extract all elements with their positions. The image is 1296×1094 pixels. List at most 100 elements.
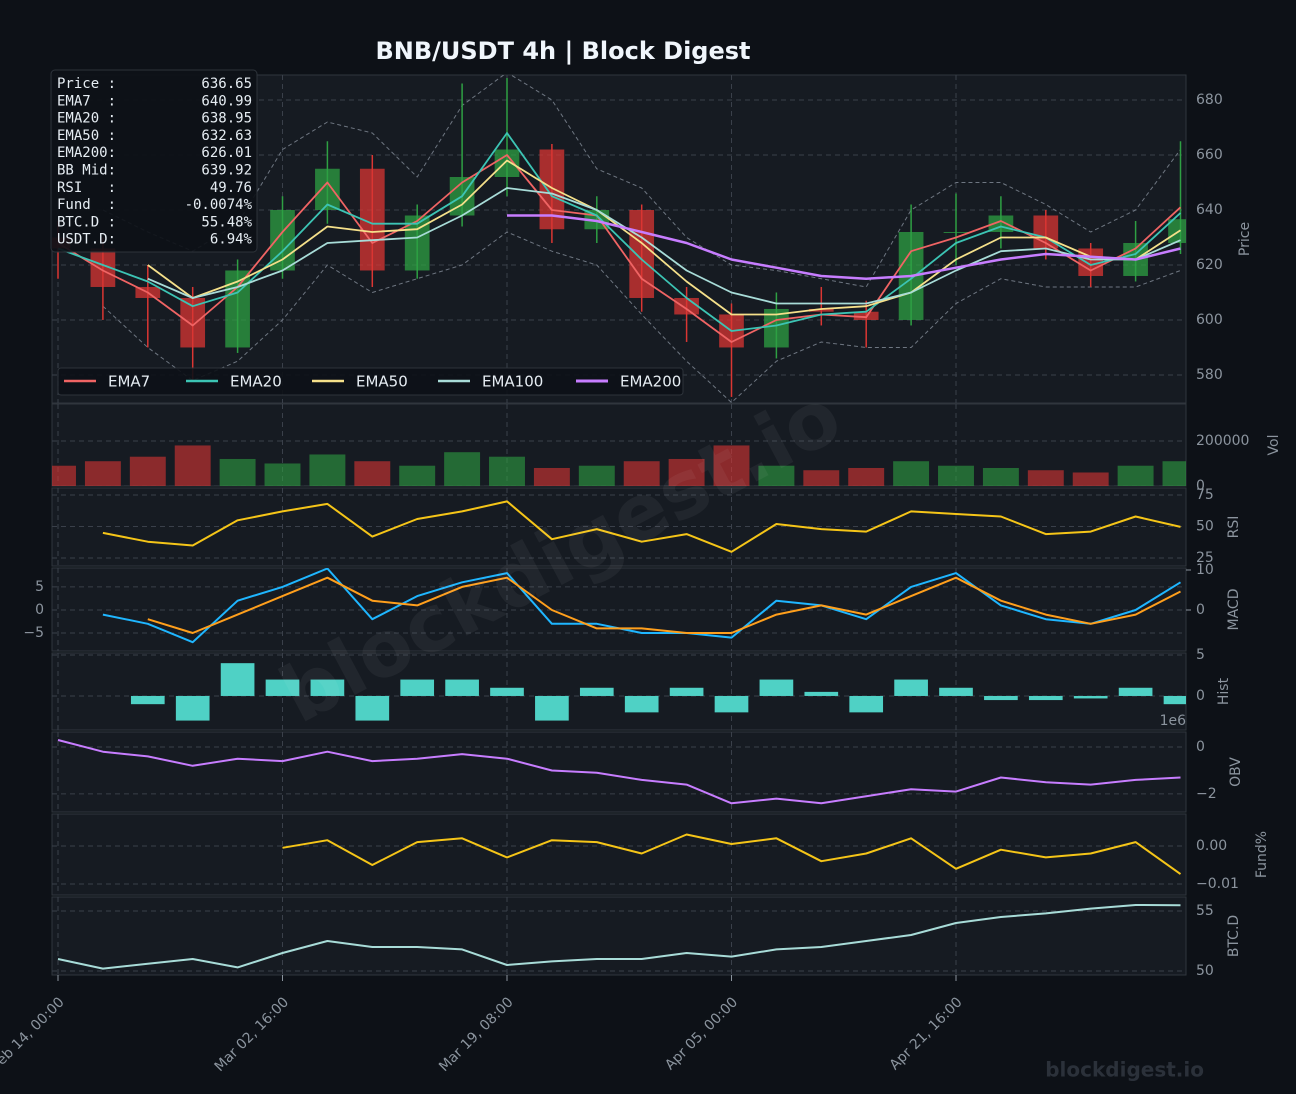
y-tick-label: 55 [1196, 903, 1214, 919]
candle-body [674, 297, 699, 315]
y2-tick-label: 10 [1196, 562, 1214, 578]
histogram-bar [1073, 695, 1108, 699]
histogram-bar [310, 679, 345, 696]
volume-bar [129, 456, 166, 486]
volume-bar [848, 467, 885, 486]
info-label: EMA200: [57, 145, 116, 161]
info-label: BB Mid: [57, 163, 116, 179]
legend-label: EMA200 [620, 373, 681, 391]
y-tick-label: 0.00 [1196, 838, 1227, 854]
volume-bar [623, 461, 660, 486]
y-tick-label: 200000 [1196, 433, 1249, 449]
volume-bar [578, 465, 615, 486]
indicator-line [102, 500, 1181, 553]
indicator-line [57, 739, 1181, 805]
histogram-bar [175, 695, 210, 721]
histogram-bar [355, 695, 390, 721]
y-axis-label: Price [1237, 222, 1253, 256]
y-tick-label: 50 [1196, 519, 1214, 535]
panel [52, 568, 1186, 651]
info-label: RSI : [57, 180, 116, 196]
indicator-line [57, 904, 1181, 970]
volume-bar [1117, 465, 1154, 486]
x-tick-label: Feb 14, 00:00 [0, 994, 68, 1073]
histogram-bar [804, 691, 839, 696]
indicator-line [282, 833, 1182, 875]
volume-bar [668, 458, 705, 486]
y-axis-label: RSI [1226, 516, 1242, 539]
y-tick-label: 640 [1196, 202, 1223, 218]
volume-bar [803, 470, 840, 486]
volume-bar [982, 467, 1019, 486]
histogram-bar [714, 695, 749, 713]
candle-body [1168, 219, 1186, 243]
histogram-bar [1118, 687, 1153, 696]
histogram-bar [265, 679, 300, 696]
y-tick-label: 0 [1196, 478, 1205, 494]
panel [52, 653, 1186, 730]
info-label: EMA20 : [57, 111, 116, 127]
candle-body [494, 149, 520, 178]
histogram-bar [1028, 695, 1063, 701]
legend-label: EMA7 [108, 373, 150, 391]
histogram-bar [669, 687, 704, 696]
volume-bar [399, 465, 436, 486]
y-tick-label: 620 [1196, 257, 1223, 273]
y-axis-label: MACD [1226, 589, 1242, 631]
y-tick-label: 680 [1196, 92, 1223, 108]
histogram-bar [984, 695, 1018, 701]
y-tick-label: 5 [1196, 647, 1205, 663]
info-value: 626.01 [201, 145, 252, 161]
y-tick-label: 25 [1196, 550, 1214, 566]
y-axis-label: Hist [1216, 677, 1232, 705]
histogram-bar [130, 695, 165, 705]
x-tick-label: Apr 05, 00:00 [662, 994, 741, 1073]
info-label: EMA7 : [57, 93, 116, 109]
histogram-bar [759, 679, 794, 696]
y-tick-label: 660 [1196, 147, 1223, 163]
histogram-bar [939, 687, 973, 696]
volume-bar [219, 458, 256, 486]
y-axis-label: BTC.D [1226, 915, 1242, 957]
info-label: EMA50 : [57, 128, 116, 144]
y-tick-label: −2 [1196, 786, 1217, 802]
info-value: 632.63 [201, 128, 252, 144]
volume-bar [444, 452, 481, 486]
volume-bar [1072, 472, 1109, 486]
bollinger-band [102, 75, 1181, 288]
info-value: -0.0074% [185, 197, 253, 213]
panel [52, 404, 1186, 486]
panel-background [51, 731, 1187, 813]
volume-bar [84, 461, 121, 486]
info-value: 55.48% [201, 214, 252, 230]
histogram-bar [400, 679, 435, 696]
candle-body [808, 308, 834, 312]
histogram-bar [849, 695, 884, 713]
legend-label: EMA50 [356, 373, 408, 391]
volume-bar [713, 445, 750, 486]
y-axis-label: Fund% [1254, 831, 1270, 878]
x-tick-label: Mar 19, 08:00 [436, 994, 517, 1075]
info-value: 6.94% [210, 232, 253, 248]
histogram-bar [579, 687, 614, 696]
candle-body [943, 231, 969, 233]
info-value: 640.99 [201, 93, 252, 109]
y-tick-label: −0.01 [1196, 876, 1239, 892]
chart-title: BNB/USDT 4h | Block Digest [375, 37, 750, 65]
volume-bar [264, 463, 301, 486]
legend-label: EMA20 [230, 373, 282, 391]
info-value: 49.76 [210, 180, 252, 196]
info-box [50, 69, 258, 253]
histogram-bar [535, 695, 569, 721]
x-tick-label: Mar 02, 16:00 [212, 994, 293, 1075]
info-value: 636.65 [201, 76, 252, 92]
info-label: USDT.D: [57, 232, 116, 248]
legend-box [57, 367, 684, 396]
volume-bar [52, 465, 76, 486]
y-tick-label: 580 [1196, 367, 1223, 383]
x-tick-label: Apr 21, 16:00 [887, 994, 966, 1073]
watermark-corner: blockdigest.io [1045, 1058, 1204, 1082]
y-axis-label: Vol [1266, 435, 1282, 456]
